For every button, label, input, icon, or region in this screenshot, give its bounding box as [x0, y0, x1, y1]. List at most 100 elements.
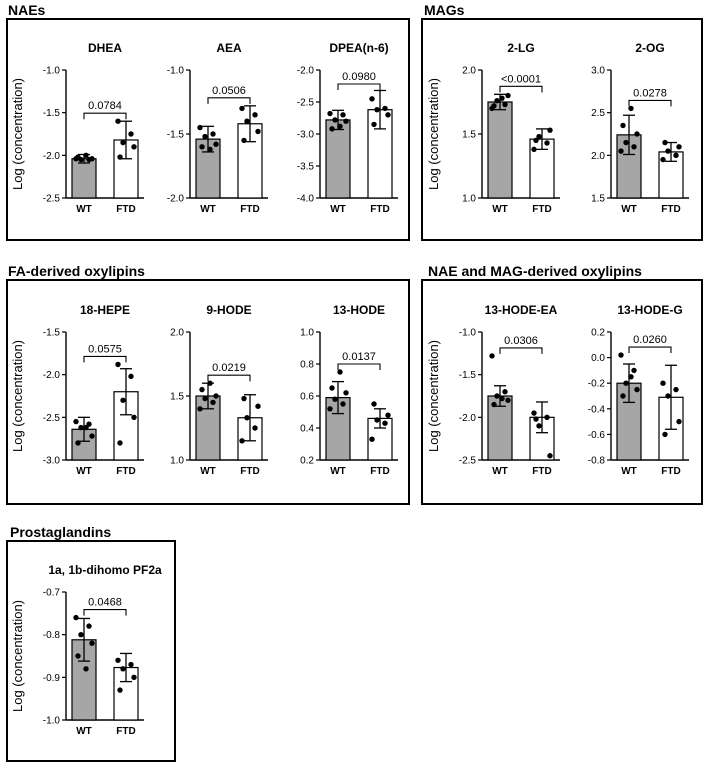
point-ftd [239, 438, 245, 444]
p-value-label: 0.0278 [633, 87, 667, 99]
y-tick-label: 2.0 [591, 151, 605, 162]
point-wt [202, 133, 208, 140]
y-tick-label: 1.5 [591, 194, 605, 205]
point-wt [491, 103, 497, 109]
y-tick-label: 2.5 [591, 108, 605, 119]
point-ftd [536, 423, 542, 429]
p-value-label: 0.0575 [88, 343, 122, 355]
point-ftd [369, 96, 375, 102]
significance-bracket [207, 374, 251, 382]
y-tick-label: 1.5 [462, 130, 476, 141]
chart-13-hode: 13-HODE 0.2 0.4 0.6 0.8 1.0 0.0137 WT FTD [300, 303, 398, 477]
point-wt [494, 98, 500, 104]
point-wt [343, 118, 349, 124]
group-box-naes [6, 18, 410, 241]
x-tick-label-wt: WT [76, 204, 92, 215]
chart-13-hode-g: 13-HODE-G 0.2 0.0 -0.2 -0.4 -0.6 -0.8 0.0260 WT F… [588, 303, 689, 477]
y-tick-label: 3.0 [591, 66, 605, 77]
p-value-label: 0.0219 [212, 362, 246, 374]
chart-title: AEA [216, 41, 242, 55]
y-tick-label: -1.5 [43, 108, 61, 119]
point-wt [618, 352, 624, 358]
point-ftd [533, 137, 539, 144]
y-tick-label: -1.5 [459, 370, 477, 381]
y-tick-label: -2.0 [43, 370, 61, 381]
point-ftd [120, 666, 126, 672]
y-tick-label: -2.0 [43, 151, 61, 162]
point-ftd [662, 431, 668, 438]
y-tick-label: -4.0 [297, 194, 315, 205]
x-tick-label-wt: WT [621, 466, 637, 477]
chart-title: 13-HODE [333, 303, 385, 317]
y-tick-label: 1.5 [170, 392, 184, 403]
point-wt [89, 640, 95, 646]
point-wt [489, 353, 495, 359]
chart-dhea: Log (concentration) DHEA -1.0 -1.5 -2.0 -2.5 0… [10, 41, 144, 215]
point-wt [89, 433, 95, 439]
chart-dpea: DPEA(n-6) -2.0 -2.5 -3.0 -3.5 -4.0 0.0980 WT FTD [297, 41, 398, 215]
point-wt [502, 389, 508, 395]
point-wt [623, 139, 629, 146]
x-tick-label-ftd: FTD [116, 726, 135, 737]
y-tick-label: -0.8 [588, 456, 606, 467]
point-wt [337, 369, 343, 375]
point-ftd [665, 393, 671, 399]
y-tick-label: -0.4 [588, 404, 606, 415]
group-box-fa-oxylipins [6, 279, 410, 505]
y-tick-label: -0.9 [43, 673, 61, 684]
point-wt [213, 141, 219, 147]
y-tick-label: -1.0 [167, 66, 185, 77]
point-wt [329, 385, 335, 391]
y-tick-label: -3.0 [43, 456, 61, 467]
significance-bracket [499, 347, 543, 354]
chart-title: 2-OG [635, 41, 664, 55]
point-wt [86, 623, 92, 629]
y-axis-label: Log (concentration) [10, 78, 25, 190]
point-ftd [252, 112, 258, 118]
p-value-label: 0.0506 [212, 85, 246, 97]
x-tick-label-wt: WT [492, 204, 508, 215]
point-wt [505, 92, 511, 99]
point-ftd [533, 416, 539, 422]
point-wt [78, 424, 84, 431]
point-ftd [128, 661, 134, 668]
point-wt [327, 110, 333, 117]
p-value-label: 0.0306 [504, 335, 538, 347]
point-wt [199, 386, 205, 393]
x-tick-label-wt: WT [330, 466, 346, 477]
point-wt [623, 380, 629, 386]
y-tick-label: -0.7 [43, 588, 61, 599]
y-tick-label: -0.6 [588, 430, 606, 441]
point-ftd [382, 420, 388, 426]
point-ftd [128, 373, 134, 380]
point-ftd [115, 361, 121, 368]
point-ftd [115, 118, 121, 124]
point-ftd [673, 386, 679, 393]
point-wt [73, 418, 79, 425]
y-tick-label: 0.2 [300, 456, 314, 467]
significance-bracket [337, 83, 381, 90]
chart-13-hode-ea: Log (concentration) 13-HODE-EA -1.0 -1.5 -2.… [426, 303, 560, 477]
x-tick-label-ftd: FTD [370, 466, 389, 477]
point-wt [494, 393, 500, 399]
y-tick-label: -1.0 [43, 716, 61, 727]
y-tick-label: 1.0 [300, 328, 314, 339]
group-title-nae-mag-oxylipins: NAE and MAG-derived oxylipins [428, 263, 642, 279]
group-box-prostaglandins [6, 540, 176, 762]
point-wt [340, 401, 346, 407]
point-wt [332, 117, 338, 123]
point-ftd [131, 674, 137, 681]
significance-bracket [83, 112, 127, 120]
point-wt [327, 406, 333, 412]
point-wt [213, 393, 219, 399]
point-ftd [120, 139, 126, 146]
point-wt [202, 395, 208, 402]
bar-wt [487, 101, 513, 199]
x-tick-label-ftd: FTD [661, 466, 680, 477]
chart-9-hode: 9-HODE 1.0 1.5 2.0 0.0219 WT FTD [170, 303, 268, 477]
y-tick-label: 1.0 [170, 456, 184, 467]
point-wt [197, 406, 203, 412]
point-ftd [544, 414, 550, 421]
point-wt [343, 390, 349, 396]
y-tick-label: -2.5 [459, 456, 477, 467]
